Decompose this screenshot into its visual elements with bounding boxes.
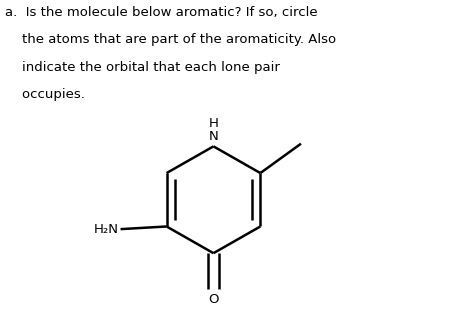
Text: indicate the orbital that each lone pair: indicate the orbital that each lone pair	[5, 61, 280, 74]
Text: the atoms that are part of the aromaticity. Also: the atoms that are part of the aromatici…	[5, 33, 336, 46]
Text: H₂N: H₂N	[93, 223, 118, 236]
Text: occupies.: occupies.	[5, 88, 85, 101]
Text: O: O	[208, 293, 219, 306]
Text: a.  Is the molecule below aromatic? If so, circle: a. Is the molecule below aromatic? If so…	[5, 6, 318, 19]
Text: N: N	[208, 130, 218, 143]
Text: H: H	[208, 117, 218, 130]
